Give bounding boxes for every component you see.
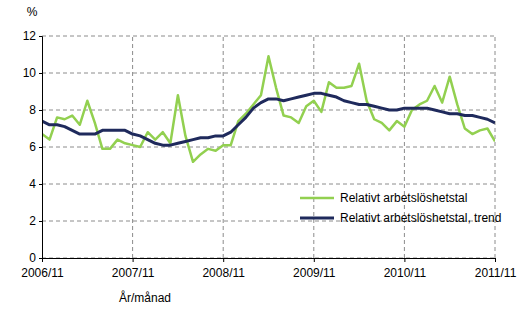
- x-axis-title: År/månad: [119, 290, 171, 305]
- x-grid-line: [313, 36, 314, 258]
- y-tick-mark: [39, 258, 42, 259]
- series-line: [42, 93, 495, 145]
- x-tick-mark: [42, 258, 43, 262]
- x-tick: 2006/11: [21, 258, 64, 280]
- x-axis: 2006/11 2007/11 2008/11 2009/11 2010/11 2011/…: [21, 258, 516, 280]
- x-tick-mark: [223, 258, 224, 262]
- y-tick: 8: [29, 103, 42, 117]
- x-tick: 2007/11: [112, 258, 155, 280]
- x-grid-line: [223, 36, 224, 258]
- y-axis-title: %: [27, 5, 38, 19]
- y-tick: 12: [23, 29, 42, 43]
- y-tick-mark: [39, 110, 42, 111]
- y-tick-mark: [39, 36, 42, 37]
- y-tick: 4: [29, 177, 42, 191]
- y-tick-label: 2: [29, 214, 36, 228]
- x-tick-mark: [314, 258, 315, 262]
- chart: 0 2 4 6 8 10 12 2006/11 2007/11 2008/11 2009/11 201…: [0, 0, 519, 312]
- x-tick: 2010/11: [384, 258, 427, 280]
- x-tick: 2011/11: [475, 258, 517, 280]
- x-tick-label: 2008/11: [202, 266, 245, 280]
- y-tick-label: 8: [29, 103, 36, 117]
- x-tick: 2009/11: [293, 258, 336, 280]
- x-tick-label: 2006/11: [21, 266, 64, 280]
- y-tick-label: 4: [29, 177, 36, 191]
- series-line: [42, 56, 495, 161]
- y-axis: 0 2 4 6 8 10 12: [23, 29, 43, 265]
- y-tick: 6: [29, 140, 42, 154]
- y-tick: 10: [23, 66, 42, 80]
- legend-label: Relativt arbetslöshetstal, trend: [340, 211, 501, 225]
- legend-swatch: [300, 217, 334, 220]
- y-tick-mark: [39, 73, 42, 74]
- x-tick-mark: [404, 258, 405, 262]
- x-tick-label: 2007/11: [112, 266, 155, 280]
- y-tick-mark: [39, 184, 42, 185]
- plot-area: [42, 56, 495, 161]
- y-grid-line: [42, 184, 495, 185]
- y-grid-line: [42, 36, 495, 37]
- x-tick-label: 2010/11: [384, 266, 427, 280]
- legend-swatch: [300, 197, 334, 200]
- x-grid-line: [132, 36, 133, 258]
- y-tick-mark: [39, 147, 42, 148]
- y-tick: 2: [29, 214, 42, 228]
- legend: Relativt arbetslöshetstal Relativt arbets…: [300, 191, 501, 225]
- legend-label: Relativt arbetslöshetstal: [340, 191, 467, 205]
- x-tick: 2008/11: [202, 258, 245, 280]
- x-tick-label: 2009/11: [293, 266, 336, 280]
- y-tick-mark: [39, 221, 42, 222]
- y-grid-line: [42, 73, 495, 74]
- y-tick-label: 6: [29, 140, 36, 154]
- y-tick-label: 12: [23, 29, 37, 43]
- x-axis-line: [43, 259, 496, 263]
- y-tick-label: 0: [29, 251, 36, 265]
- y-axis-line: [39, 37, 43, 259]
- y-tick: 0: [29, 251, 42, 265]
- x-tick-mark: [133, 258, 134, 262]
- y-tick-label: 10: [23, 66, 37, 80]
- x-tick-mark: [495, 258, 496, 262]
- x-tick-label: 2011/11: [475, 266, 517, 280]
